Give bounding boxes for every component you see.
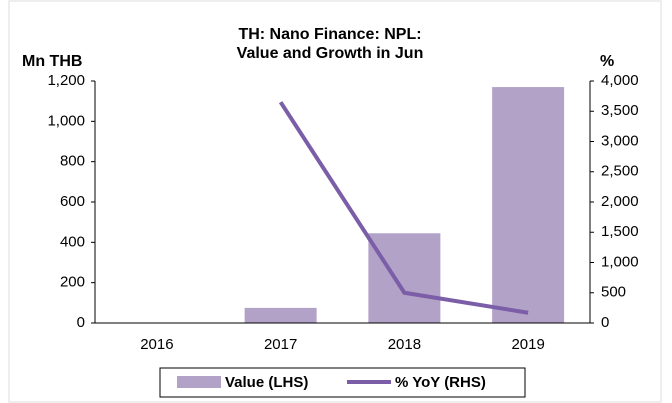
y2-tick-label: 4,000 <box>601 72 639 89</box>
y2-tick-label: 0 <box>601 314 609 331</box>
bar <box>368 233 441 323</box>
y2-tick-label: 2,000 <box>601 193 639 210</box>
y-tick-label: 0 <box>77 314 85 331</box>
x-tick-label: 2016 <box>140 336 173 353</box>
y2-tick-label: 3,000 <box>601 132 639 149</box>
y-axis-label: Mn THB <box>22 53 82 70</box>
bar <box>244 307 317 323</box>
y-tick-label: 1,000 <box>47 112 85 129</box>
bar <box>492 87 565 323</box>
y-tick-label: 600 <box>60 193 85 210</box>
y2-tick-label: 500 <box>601 284 626 301</box>
x-tick-label: 2019 <box>511 336 544 353</box>
y-tick-label: 400 <box>60 233 85 250</box>
legend-label: Value (LHS) <box>225 374 308 391</box>
y-tick-label: 1,200 <box>47 72 85 89</box>
chart-title: TH: Nano Finance: NPL: <box>238 26 421 43</box>
chart-subtitle: Value and Growth in Jun <box>237 45 424 62</box>
line <box>278 101 529 315</box>
legend-swatch <box>177 376 221 388</box>
y-tick-label: 200 <box>60 274 85 291</box>
y2-tick-label: 3,500 <box>601 102 639 119</box>
legend-label: % YoY (RHS) <box>395 374 486 391</box>
y-tick-label: 800 <box>60 153 85 170</box>
x-tick-label: 2018 <box>388 336 421 353</box>
y2-tick-label: 1,500 <box>601 223 639 240</box>
y2-tick-label: 1,000 <box>601 253 639 270</box>
y2-axis-label: % <box>600 53 614 70</box>
x-tick-label: 2017 <box>264 336 297 353</box>
y2-tick-label: 2,500 <box>601 163 639 180</box>
